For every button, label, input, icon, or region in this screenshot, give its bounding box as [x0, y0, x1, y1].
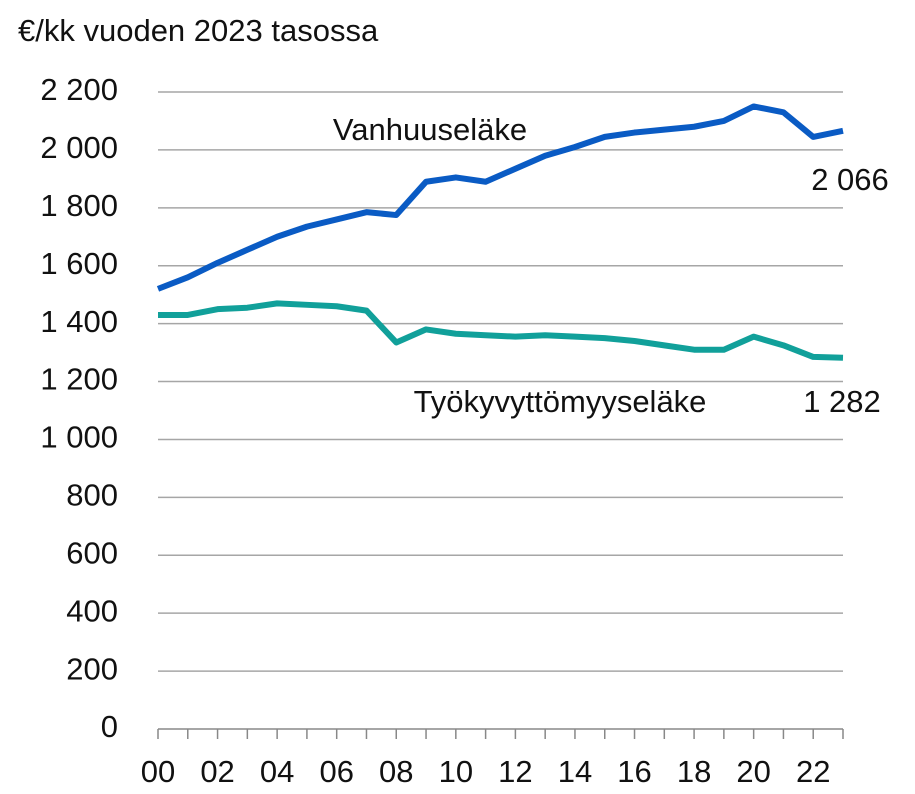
x-tick-label: 12	[498, 754, 532, 789]
x-tick-label: 20	[736, 754, 770, 789]
line-series	[156, 103, 844, 292]
x-tick-label: 08	[379, 754, 413, 789]
x-tick-label: 16	[617, 754, 651, 789]
series-label: Työkyvyttömyyseläke	[414, 384, 707, 419]
y-tick-label: 600	[66, 535, 118, 570]
y-tick-label: 1 000	[40, 420, 118, 455]
y-tick-label: 2 200	[40, 72, 118, 107]
y-tick-label: 1 800	[40, 188, 118, 223]
y-tick-label: 1 400	[40, 304, 118, 339]
series-label: Vanhuuseläke	[333, 112, 527, 147]
y-tick-label: 400	[66, 593, 118, 628]
line-series	[158, 300, 844, 361]
x-tick-label: 06	[319, 754, 353, 789]
x-tick-label: 22	[796, 754, 830, 789]
x-tick-label: 02	[200, 754, 234, 789]
x-tick-label: 00	[141, 754, 175, 789]
x-tick-label: 14	[558, 754, 592, 789]
y-tick-label: 800	[66, 478, 118, 513]
y-axis-label: €/kk vuoden 2023 tasossa	[18, 13, 379, 48]
y-tick-label: 0	[101, 709, 118, 744]
x-tick-label: 18	[677, 754, 711, 789]
x-tick-label: 04	[260, 754, 294, 789]
y-tick-label: 200	[66, 651, 118, 686]
y-tick-label: 1 600	[40, 246, 118, 281]
x-tick-label: 10	[439, 754, 473, 789]
data-label: 2 066	[811, 162, 889, 197]
y-tick-label: 1 200	[40, 362, 118, 397]
data-label: 1 282	[803, 384, 881, 419]
y-tick-label: 2 000	[40, 130, 118, 165]
